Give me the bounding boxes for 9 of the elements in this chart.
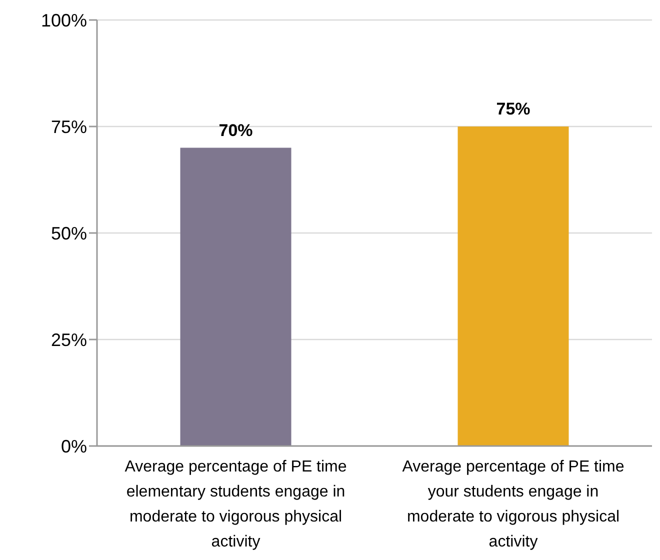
y-tick-label: 0% bbox=[60, 436, 87, 456]
data-label: 70% bbox=[218, 120, 253, 140]
y-tick-label: 100% bbox=[40, 10, 87, 30]
y-tick-label: 75% bbox=[50, 116, 87, 137]
x-tick-label: Average percentage of PE time your students engage in moderate to vigorous physical activity bbox=[402, 458, 624, 550]
y-tick-label: 25% bbox=[50, 330, 87, 350]
y-tick-label: 50% bbox=[50, 223, 87, 244]
data-label: 75% bbox=[496, 100, 530, 118]
x-tick-label: Average percentage of PE time elementary students engage in moderate to vigorous physical activity bbox=[124, 458, 347, 550]
